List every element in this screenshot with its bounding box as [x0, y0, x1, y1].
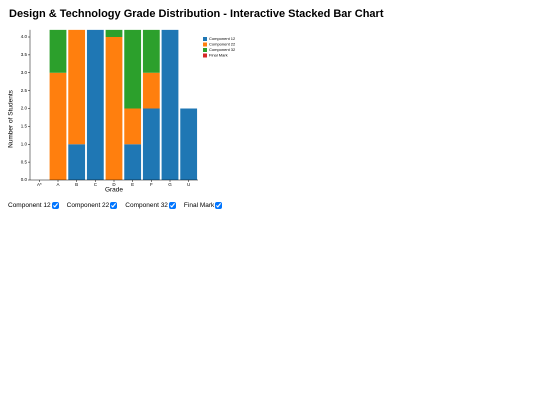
bar-segment	[142, 29, 160, 73]
x-tick-label: F	[150, 182, 153, 187]
bar-segment	[49, 72, 67, 180]
toggle-checkbox[interactable]	[215, 202, 223, 209]
series-toggles: Component 12 Component 22 Component 32 Fina…	[8, 202, 223, 209]
y-tick-label: 4.0	[21, 34, 28, 39]
y-tick-label: 0.0	[21, 177, 28, 182]
legend-label: Final Mark	[209, 53, 228, 58]
legend-label: Component 32	[209, 47, 236, 52]
series-toggle[interactable]: Component 22	[67, 202, 118, 209]
toggle-label: Final Mark	[183, 202, 215, 209]
x-tick-label: D	[112, 182, 116, 187]
toggle-label: Component 32	[125, 202, 168, 209]
chart-title: Design & Technology Grade Distribution -…	[9, 8, 384, 20]
legend-swatch	[203, 42, 207, 47]
bar-segment	[49, 29, 67, 73]
bar-segment	[86, 29, 104, 180]
toggle-label: Component 22	[66, 202, 110, 209]
bar-segment	[180, 108, 198, 180]
toggle-checkbox[interactable]	[168, 202, 176, 209]
y-tick-label: 2.5	[21, 88, 28, 93]
y-tick-label: 1.5	[21, 124, 28, 129]
bar-segment	[142, 108, 160, 180]
bar-segment	[161, 29, 179, 180]
y-tick-label: 1.0	[21, 141, 28, 146]
y-tick-label: 2.0	[21, 106, 28, 111]
x-tick-label: E	[131, 182, 134, 187]
bars	[49, 29, 198, 180]
bar-segment	[105, 29, 123, 37]
x-tick-label: U	[187, 182, 190, 187]
bar-segment	[68, 144, 86, 180]
y-tick-label: 3.0	[21, 70, 28, 75]
bar-segment	[124, 29, 142, 109]
x-axis-label: Grade	[105, 187, 123, 194]
x-tick-label: C	[94, 182, 98, 187]
toggle-checkbox[interactable]	[51, 202, 59, 209]
toggle-label: Component 12	[8, 202, 51, 209]
legend-label: Component 12	[209, 36, 236, 41]
series-toggle[interactable]: Component 32	[125, 202, 176, 209]
bar-segment	[68, 29, 86, 145]
y-axis-label: Number of Students	[8, 89, 15, 148]
bar-segment	[105, 37, 123, 180]
x-tick-label: A*	[37, 182, 42, 187]
bar-segment	[142, 72, 160, 109]
bar-segment	[124, 144, 142, 180]
legend-swatch	[203, 37, 207, 41]
y-tick-label: 3.5	[21, 52, 28, 57]
bar-segment	[124, 108, 142, 145]
y-tick-label: 0.5	[21, 159, 28, 164]
legend-swatch	[203, 48, 207, 52]
series-toggle[interactable]: Component 12	[8, 202, 59, 209]
x-tick-label: B	[75, 182, 78, 187]
toggle-checkbox[interactable]	[110, 202, 118, 209]
legend-label: Component 22	[209, 42, 236, 47]
chart: Grade Number of Students 0.0 0.5 1.0 1.5 2.0…	[8, 29, 236, 194]
series-toggle[interactable]: Final Mark	[183, 202, 223, 209]
x-tick-label: A	[56, 182, 59, 187]
x-tick-label: G	[168, 182, 172, 187]
legend-swatch	[203, 53, 207, 58]
